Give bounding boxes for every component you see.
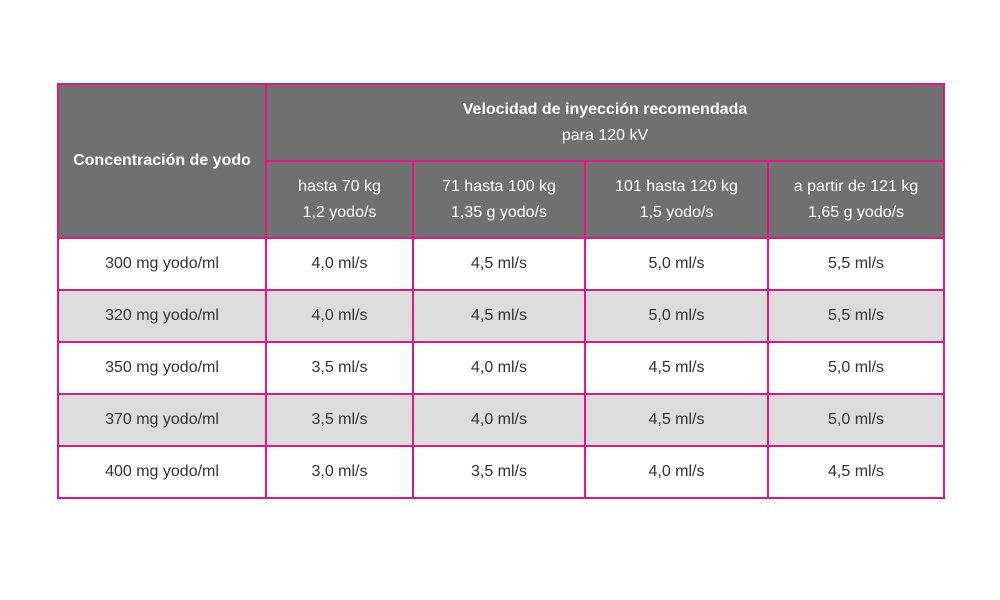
rate-cell: 4,0 ml/s [412, 341, 586, 395]
concentration-cell: 300 mg yodo/ml [57, 237, 267, 291]
rate-cell: 5,5 ml/s [766, 289, 946, 343]
rate-cell: 4,5 ml/s [766, 445, 946, 499]
header-row-1: Concentración de yodo Velocidad de inyec… [57, 83, 946, 239]
rate-cell: 5,5 ml/s [766, 237, 946, 291]
rate-cell: 4,0 ml/s [265, 237, 414, 291]
concentration-cell: 320 mg yodo/ml [57, 289, 267, 343]
rate-cell: 4,5 ml/s [584, 341, 769, 395]
table-row: 400 mg yodo/ml 3,0 ml/s 3,5 ml/s 4,0 ml/… [57, 445, 946, 499]
table-row: 320 mg yodo/ml 4,0 ml/s 4,5 ml/s 5,0 ml/… [57, 289, 946, 343]
rate-cell: 5,0 ml/s [584, 289, 769, 343]
rate-cell: 5,0 ml/s [766, 341, 946, 395]
weight-column-header: hasta 70 kg 1,2 yodo/s [265, 160, 414, 239]
group-header-title: Velocidad de inyección recomendada [462, 100, 748, 118]
weight-range-label: hasta 70 kg [298, 177, 381, 195]
rate-cell: 4,5 ml/s [584, 393, 769, 447]
injection-rate-table: Concentración de yodo Velocidad de inyec… [57, 83, 946, 499]
rate-cell: 3,5 ml/s [265, 393, 414, 447]
header-row-2: hasta 70 kg 1,2 yodo/s 71 hasta 100 kg 1… [58, 160, 946, 239]
rate-cell: 4,5 ml/s [412, 289, 586, 343]
concentration-cell: 350 mg yodo/ml [57, 341, 267, 395]
injection-rate-group-header: Velocidad de inyección recomendada para … [264, 83, 946, 162]
concentration-cell: 400 mg yodo/ml [57, 445, 267, 499]
concentration-cell: 370 mg yodo/ml [57, 393, 267, 447]
rate-cell: 5,0 ml/s [584, 237, 769, 291]
rate-cell: 3,5 ml/s [412, 445, 586, 499]
rate-cell: 4,0 ml/s [412, 393, 586, 447]
table-row: 300 mg yodo/ml 4,0 ml/s 4,5 ml/s 5,0 ml/… [57, 237, 946, 291]
rate-cell: 3,0 ml/s [265, 445, 414, 499]
iodine-concentration-header: Concentración de yodo [57, 83, 267, 239]
iodine-rate-label: 1,35 g yodo/s [450, 203, 548, 221]
iodine-rate-label: 1,2 yodo/s [302, 203, 377, 221]
weight-column-header: 101 hasta 120 kg 1,5 yodo/s [584, 160, 769, 239]
iodine-rate-label: 1,5 yodo/s [639, 203, 714, 221]
weight-range-label: 71 hasta 100 kg [442, 177, 556, 195]
weight-column-header: a partir de 121 kg 1,65 g yodo/s [766, 160, 946, 239]
iodine-rate-label: 1,65 g yodo/s [807, 203, 905, 221]
rate-cell: 4,0 ml/s [584, 445, 769, 499]
weight-range-label: a partir de 121 kg [793, 177, 919, 195]
rate-cell: 4,0 ml/s [265, 289, 414, 343]
weight-column-header: 71 hasta 100 kg 1,35 g yodo/s [412, 160, 586, 239]
rate-cell: 3,5 ml/s [265, 341, 414, 395]
rate-cell: 5,0 ml/s [766, 393, 946, 447]
table-row: 370 mg yodo/ml 3,5 ml/s 4,0 ml/s 4,5 ml/… [57, 393, 946, 447]
group-header-subtitle: para 120 kV [561, 126, 649, 144]
weight-range-label: 101 hasta 120 kg [615, 177, 738, 195]
rate-cell: 4,5 ml/s [412, 237, 586, 291]
table-row: 350 mg yodo/ml 3,5 ml/s 4,0 ml/s 4,5 ml/… [57, 341, 946, 395]
